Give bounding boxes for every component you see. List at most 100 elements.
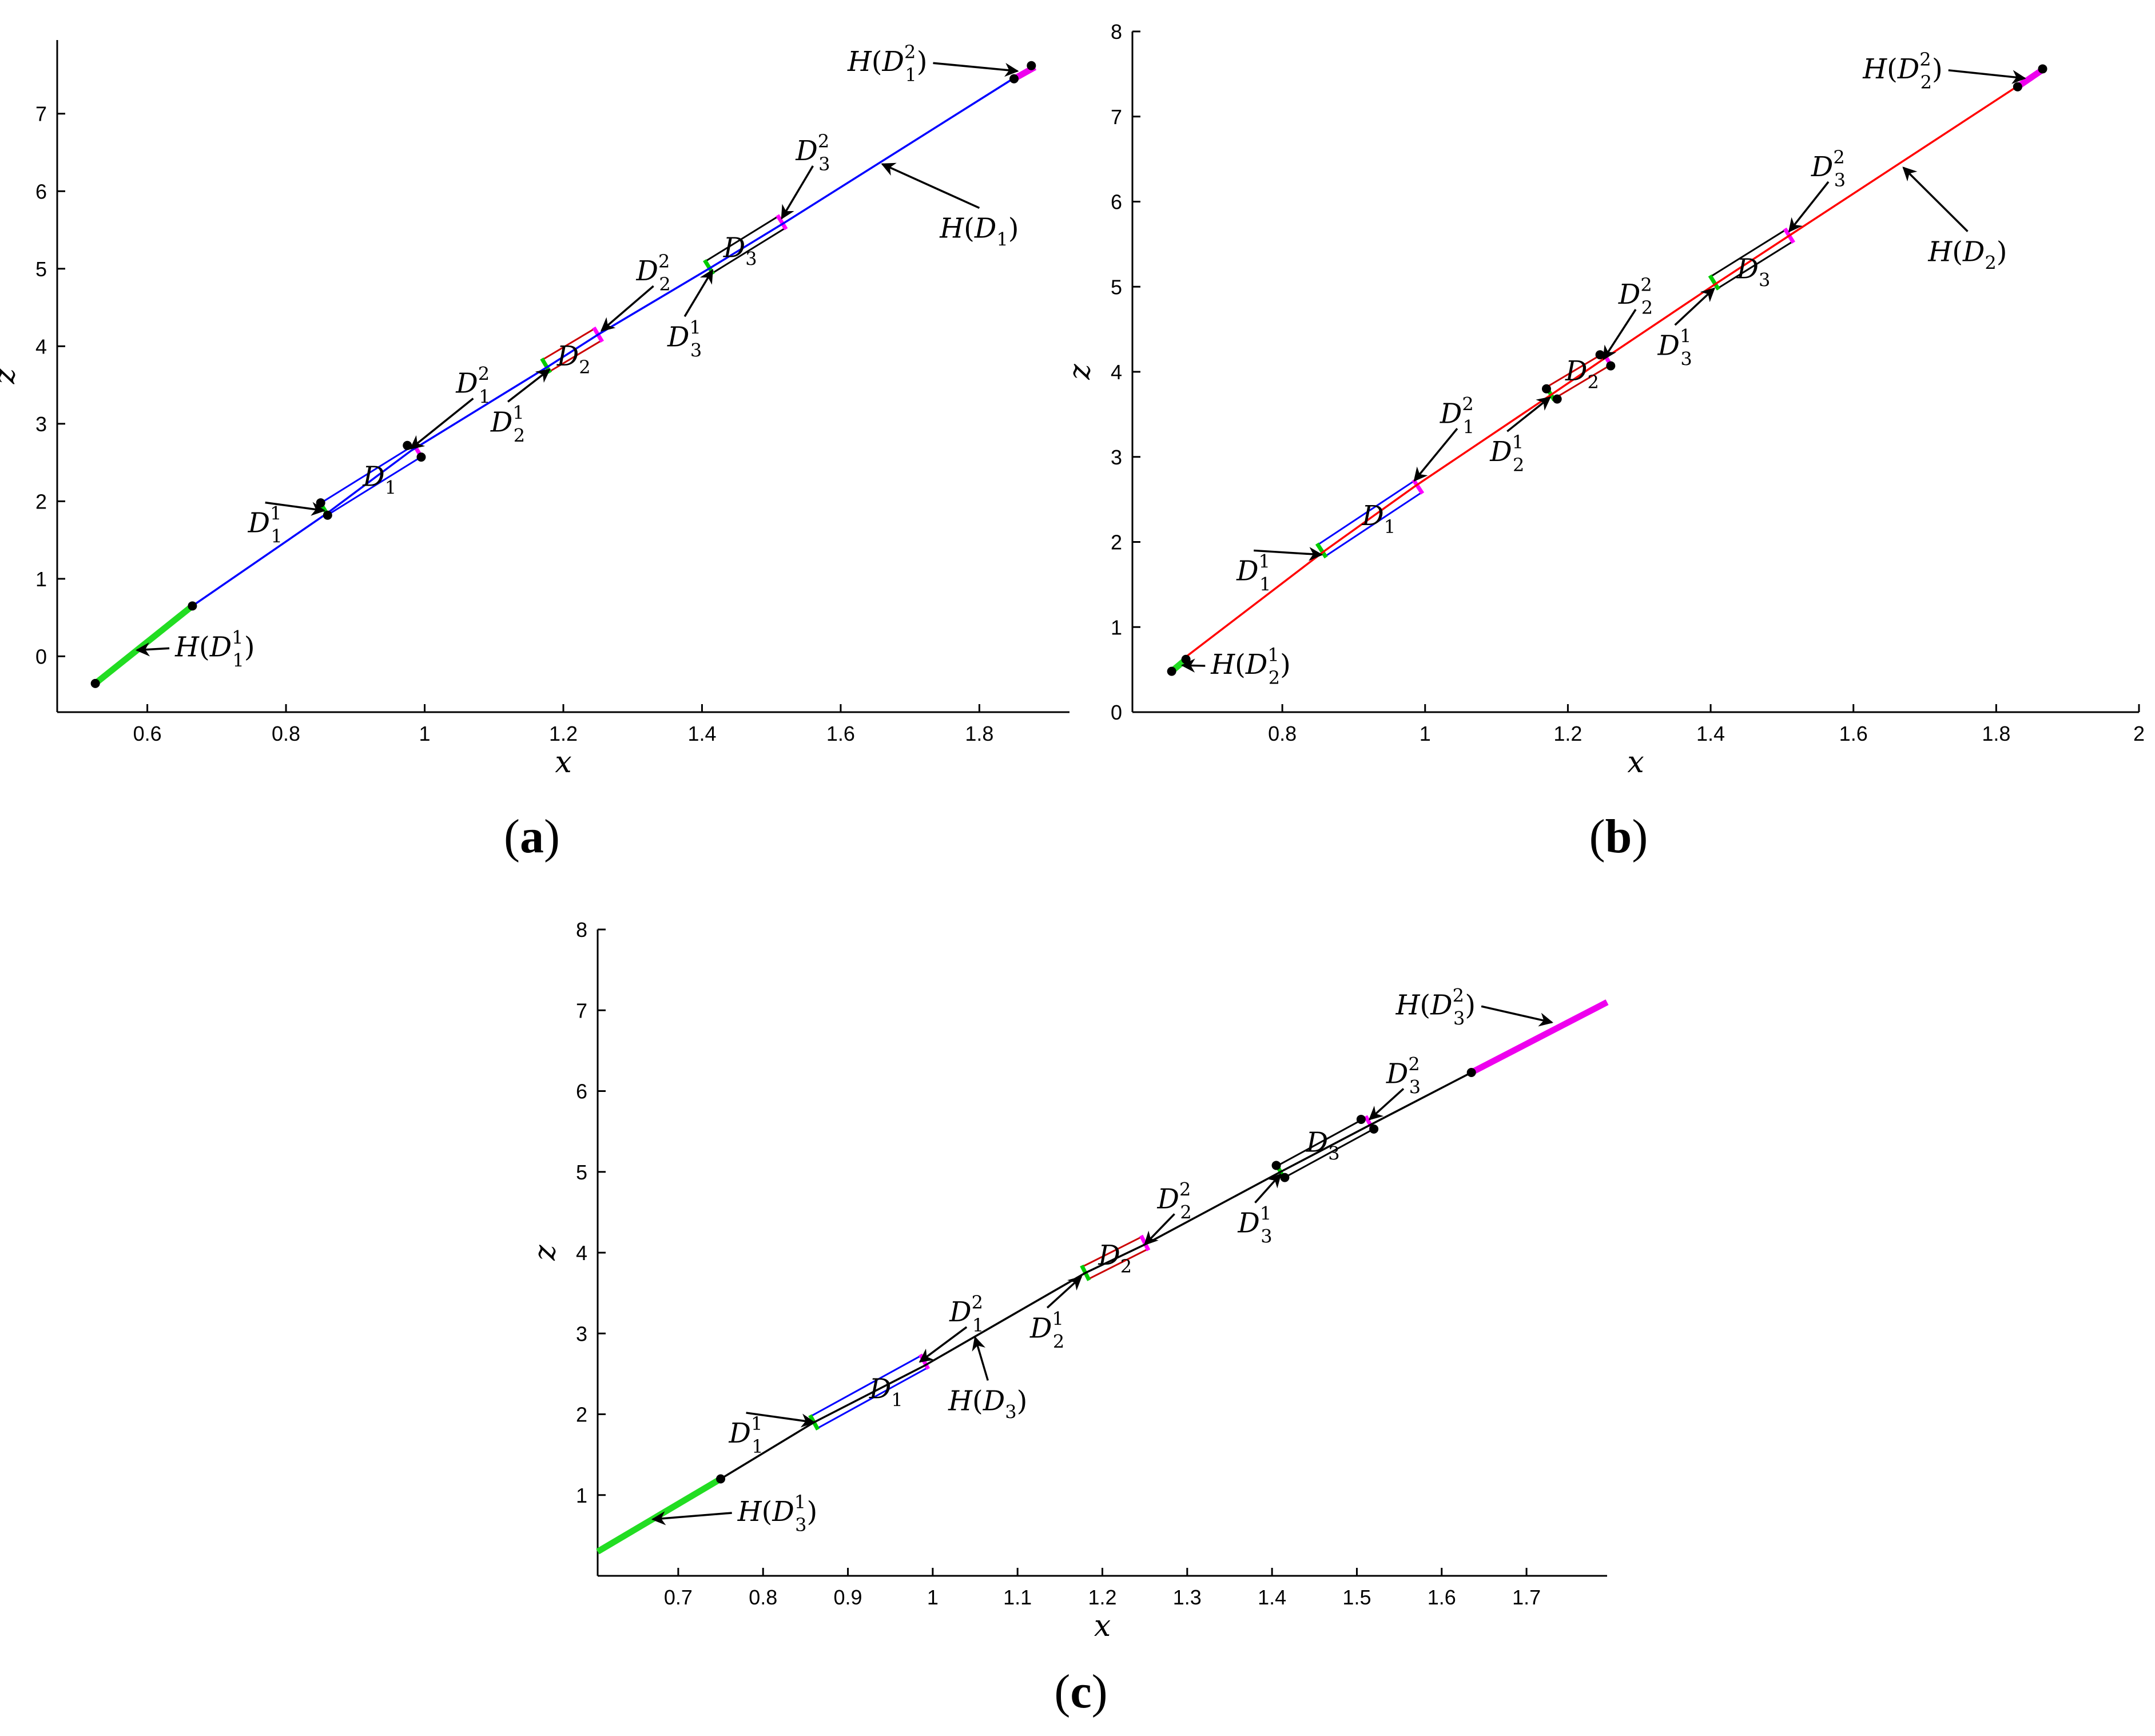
x-tick-label: 0.8: [272, 722, 300, 745]
annotation-label: D2 2: [1618, 274, 1653, 319]
data-point: [1466, 1068, 1476, 1078]
annotation-label: D1 1: [1236, 550, 1271, 595]
x-tick-label: 1.2: [549, 722, 578, 745]
data-point: [2013, 82, 2022, 92]
annotation-arrow: [933, 62, 1019, 77]
data-point: [1606, 361, 1616, 371]
annotation-arrow: [1506, 396, 1552, 432]
x-tick-label: 1.7: [1512, 1586, 1541, 1609]
panel-a: 0.6 0.8 1 1.2 1.4 1.6 1.8 0 1 2 3 4 5 6 7 x z D1 D2 D3 H(D21…: [0, 40, 1069, 863]
box-end-cap: [1412, 478, 1425, 495]
annotation-label: D2 3: [795, 130, 830, 175]
x-tick-label: 1.1: [1003, 1586, 1032, 1609]
annotation-arrow: [781, 165, 814, 220]
annotation-label: D2 1: [455, 363, 490, 408]
data-point: [1181, 654, 1191, 664]
x-tick-label: 1.5: [1342, 1586, 1371, 1609]
box-label: D1: [869, 1373, 903, 1411]
x-tick-label: 0.9: [834, 1586, 862, 1609]
y-tick-label: 2: [35, 490, 47, 513]
y-axis-title: z: [1063, 364, 1097, 380]
main-curve: [1185, 69, 2043, 658]
box-label: D3: [1306, 1126, 1340, 1164]
annotation-arrow: [265, 501, 326, 516]
x-tick-label: 1: [419, 722, 431, 745]
y-tick-label: 4: [35, 335, 47, 358]
y-tick-label: 7: [576, 999, 587, 1022]
annotation-label: D1 1: [248, 503, 283, 547]
x-tick-label: 0.8: [749, 1586, 777, 1609]
annotation-arrow: [683, 269, 714, 317]
annotation-label: H(D1 2): [1210, 644, 1291, 689]
y-tick-label: 0: [35, 645, 47, 668]
x-tick-label: 1.2: [1088, 1586, 1116, 1609]
y-tick-label: 5: [1111, 275, 1122, 299]
data-point: [2038, 64, 2047, 74]
box-label: D2: [1098, 1240, 1132, 1277]
box-label: D2: [556, 340, 591, 378]
data-point: [1167, 666, 1176, 676]
annotation-arrow: [409, 398, 474, 450]
annotation-label: D2 2: [1156, 1178, 1191, 1223]
annotation-arrow: [972, 1336, 989, 1381]
annotation-label: H(D2 2): [1862, 49, 1943, 93]
annotation-arrow: [135, 642, 170, 657]
y-tick-label: 3: [576, 1322, 587, 1345]
x-tick-label: 1.4: [687, 722, 716, 745]
y-tick-label: 6: [576, 1080, 587, 1103]
annotation-label: D1 3: [667, 316, 702, 361]
data-point: [1552, 394, 1562, 404]
y-tick-label: 8: [1111, 20, 1122, 43]
annotation-arrow: [1674, 287, 1716, 326]
annotation-label: D1 2: [490, 402, 525, 446]
annotation-label: D2 3: [1811, 146, 1846, 191]
annotation-label: D1 3: [1237, 1203, 1272, 1248]
annotation-arrow: [1180, 658, 1206, 673]
box-label: D2: [1565, 355, 1599, 393]
annotation-arrow: [1368, 1088, 1405, 1121]
annotation-label: D2 1: [1440, 393, 1474, 438]
annotation-arrow: [1948, 69, 2026, 84]
annotation-arrow: [881, 162, 980, 209]
data-point: [1541, 384, 1551, 394]
x-axis-title: x: [1094, 1609, 1111, 1643]
x-tick-label: 0.7: [664, 1586, 693, 1609]
y-axis-title: z: [528, 1245, 562, 1261]
y-tick-label: 0: [1111, 701, 1122, 724]
magenta-segment: [2015, 67, 2045, 90]
panel-label: (c): [1054, 1665, 1107, 1718]
annotation-label: H(D2 3): [1395, 984, 1476, 1029]
y-tick-label: 6: [1111, 190, 1122, 214]
annotation-label: H(D1): [939, 213, 1019, 251]
box-label: D3: [1736, 253, 1771, 291]
annotation-label: D2 3: [1386, 1053, 1421, 1098]
annotation-label: H(D3): [948, 1385, 1027, 1423]
annotation-arrow: [1046, 1276, 1083, 1309]
y-tick-label: 3: [35, 412, 47, 436]
panel-c: 0.7 0.8 0.9 1 1.1 1.2 1.3 1.4 1.5 1.6 1.7 1 2 3 4 5 6 7 8 x…: [528, 918, 1609, 1718]
annotation-label: D1 2: [1029, 1308, 1064, 1352]
panel-label: (b): [1589, 810, 1648, 863]
y-tick-label: 1: [576, 1484, 587, 1507]
annotation-arrow: [1143, 1213, 1175, 1246]
y-tick-label: 4: [1111, 360, 1122, 384]
y-tick-label: 6: [35, 180, 47, 203]
annotation-label: H(D1 3): [737, 1491, 818, 1536]
data-point: [403, 440, 412, 450]
box-start-cap: [1708, 274, 1720, 291]
annotation-label: H(D2 1): [847, 41, 928, 86]
panel-b: 0.8 1 1.2 1.4 1.6 1.8 2 0 1 2 3 4 5 6 7 8 x z D1 D2 D3 H(D2 2)…: [1063, 20, 2145, 863]
annotation-label: H(D2): [1927, 236, 2007, 274]
box-end-cap: [776, 214, 788, 231]
x-tick-label: 1.3: [1173, 1586, 1202, 1609]
annotation-label: H(D1 1): [174, 626, 255, 671]
y-tick-label: 1: [1111, 615, 1122, 639]
annotation-arrow: [1603, 309, 1637, 360]
y-tick-label: 1: [35, 567, 47, 591]
data-point: [416, 452, 426, 462]
main-curve: [720, 1071, 1472, 1480]
annotation-arrow: [600, 285, 654, 332]
box-label: D1: [1361, 500, 1395, 538]
data-point: [323, 510, 332, 520]
